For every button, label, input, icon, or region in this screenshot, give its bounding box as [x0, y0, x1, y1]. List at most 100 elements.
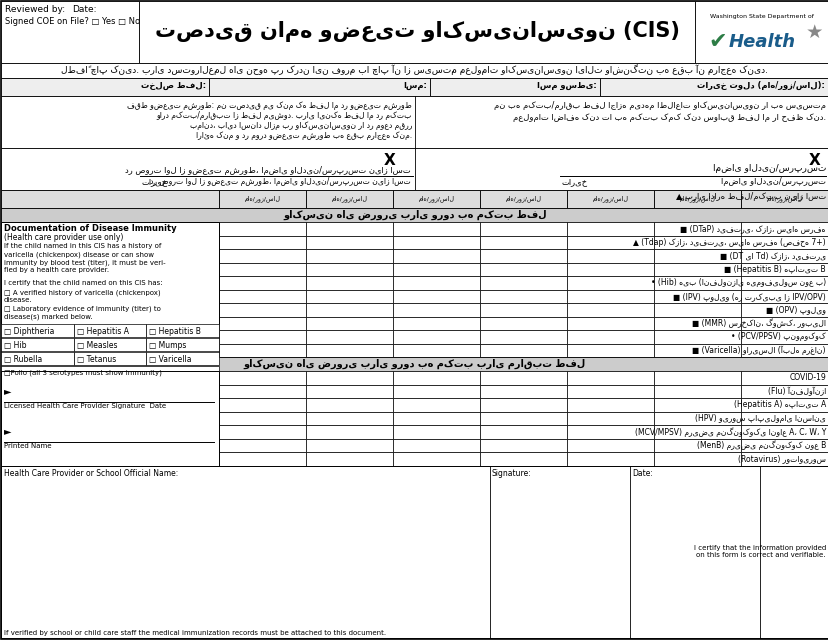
Text: Health: Health: [728, 33, 795, 51]
Bar: [599, 78, 827, 96]
Bar: [219, 276, 306, 289]
Bar: [219, 398, 306, 412]
Bar: [219, 222, 306, 236]
Bar: [653, 222, 740, 236]
Bar: [392, 262, 479, 276]
Bar: [740, 190, 827, 208]
Text: ماه/روز/سال: ماه/روز/سال: [592, 196, 628, 202]
Bar: [653, 438, 740, 452]
Text: □ Measles: □ Measles: [76, 341, 117, 350]
Bar: [219, 330, 306, 344]
Bar: [1, 63, 827, 78]
Bar: [740, 262, 827, 276]
Bar: [479, 222, 566, 236]
Text: Reviewed by:: Reviewed by:: [5, 5, 65, 14]
Text: ■ (Hepatitis B) هپاتیت B: ■ (Hepatitis B) هپاتیت B: [724, 265, 825, 274]
Bar: [1, 276, 219, 289]
Bar: [1, 330, 219, 344]
Bar: [653, 262, 740, 276]
Bar: [219, 412, 306, 425]
Bar: [306, 289, 392, 303]
Bar: [740, 249, 827, 262]
Text: I certify that the child named on this CIS has:: I certify that the child named on this C…: [4, 280, 162, 286]
Bar: [1, 438, 827, 452]
Bar: [653, 289, 740, 303]
Bar: [306, 317, 392, 330]
Bar: [479, 276, 566, 289]
Text: • (PCV/PPSV) پنوموکوک: • (PCV/PPSV) پنوموکوک: [730, 332, 825, 341]
Bar: [1, 96, 827, 148]
Text: در صورت اول از وضعیت مشروط، امضای والدین/سرپرست نیاز است: در صورت اول از وضعیت مشروط، امضای والدین…: [150, 177, 411, 186]
Text: If verified by school or child care staff the medical immunization records must : If verified by school or child care staf…: [4, 630, 386, 636]
Bar: [1, 338, 74, 351]
Text: ماه/روز/سال: ماه/روز/سال: [418, 196, 454, 202]
Bar: [479, 190, 566, 208]
Bar: [1, 262, 219, 276]
Text: □Polio (all 3 serotypes must show immunity): □Polio (all 3 serotypes must show immuni…: [4, 369, 161, 376]
Bar: [566, 425, 653, 438]
Bar: [653, 249, 740, 262]
Bar: [1, 222, 827, 236]
Text: □ Varicella: □ Varicella: [149, 355, 191, 364]
Bar: [566, 344, 653, 357]
Bar: [653, 452, 740, 465]
Bar: [566, 412, 653, 425]
Text: □ Laboratory evidence of immunity (titer) to: □ Laboratory evidence of immunity (titer…: [4, 305, 161, 312]
Bar: [219, 190, 306, 208]
Bar: [219, 289, 306, 303]
Text: ✔: ✔: [708, 32, 726, 52]
Bar: [566, 303, 653, 317]
Bar: [1, 324, 74, 337]
Text: ■ (DT یا Td) کزاز، دیفتری: ■ (DT یا Td) کزاز، دیفتری: [719, 252, 825, 260]
Bar: [1, 249, 219, 262]
Text: من به مکتب/مراقب طفل اجازه میدهم اطلاعات واکسیناسیون را به سیستم: من به مکتب/مراقب طفل اجازه میدهم اطلاعات…: [493, 101, 825, 110]
Bar: [1, 371, 219, 465]
Bar: [566, 236, 653, 249]
Text: اسم وسطی:: اسم وسطی:: [537, 81, 596, 90]
Bar: [392, 303, 479, 317]
Bar: [653, 236, 740, 249]
Bar: [740, 276, 827, 289]
Text: (MenB) مریضی منگنوکوک نوع B: (MenB) مریضی منگنوکوک نوع B: [696, 440, 825, 450]
Bar: [219, 303, 306, 317]
Text: لطفاً چاپ کنید. برای دستورالعمل های نحوه پر کردن این فورم با چاپ آن از سیستم معل: لطفاً چاپ کنید. برای دستورالعمل های نحوه…: [61, 65, 768, 76]
Bar: [479, 303, 566, 317]
Bar: [392, 438, 479, 452]
Bar: [479, 330, 566, 344]
Bar: [306, 236, 392, 249]
Text: ►: ►: [4, 386, 12, 396]
Text: Date:: Date:: [631, 470, 652, 479]
Text: وارد مکتب/مراقبت از طفل میشود. برای اینکه طفل ام در مکتب: وارد مکتب/مراقبت از طفل میشود. برای اینک…: [156, 111, 412, 120]
Bar: [1, 1, 139, 63]
Bar: [209, 78, 430, 96]
Text: ماه/روز/سال: ماه/روز/سال: [766, 196, 802, 202]
Bar: [740, 385, 827, 398]
Text: معلومات اضافه کند تا به مکتب کمک کند سوابق طفل ام را حفظ کند.: معلومات اضافه کند تا به مکتب کمک کند سوا…: [513, 113, 825, 122]
Bar: [392, 222, 479, 236]
Bar: [479, 262, 566, 276]
Bar: [1, 438, 219, 452]
Text: Licensed Health Care Provider Signature  Date: Licensed Health Care Provider Signature …: [4, 403, 166, 409]
Text: □ Tetanus: □ Tetanus: [76, 355, 116, 364]
Text: (Rotavirus) روتاویروس: (Rotavirus) روتاویروس: [737, 454, 825, 463]
Text: □ A verified history of varicella (chickenpox): □ A verified history of varicella (chick…: [4, 289, 161, 296]
Bar: [653, 425, 740, 438]
Text: □ Mumps: □ Mumps: [149, 341, 186, 350]
Bar: [566, 371, 653, 385]
Bar: [653, 276, 740, 289]
Bar: [653, 303, 740, 317]
Bar: [1, 317, 827, 330]
Bar: [1, 398, 827, 412]
Bar: [479, 344, 566, 357]
Bar: [1, 452, 827, 465]
Bar: [1, 236, 827, 249]
Bar: [1, 222, 219, 236]
Text: Printed Name: Printed Name: [4, 443, 51, 449]
Bar: [740, 317, 827, 330]
Text: immunity by blood test (titer), it must be veri-: immunity by blood test (titer), it must …: [4, 259, 166, 266]
Text: ▲ (Tdap) کزاز، دیفتری، سیاه سرفه (صفحه 7+): ▲ (Tdap) کزاز، دیفتری، سیاه سرفه (صفحه 7…: [633, 237, 825, 247]
Bar: [566, 276, 653, 289]
Text: □ Hepatitis A: □ Hepatitis A: [76, 327, 128, 336]
Text: تصدیق نامه وضعیت واکسیناسیون (CIS): تصدیق نامه وضعیت واکسیناسیون (CIS): [154, 22, 679, 42]
Bar: [430, 78, 599, 96]
